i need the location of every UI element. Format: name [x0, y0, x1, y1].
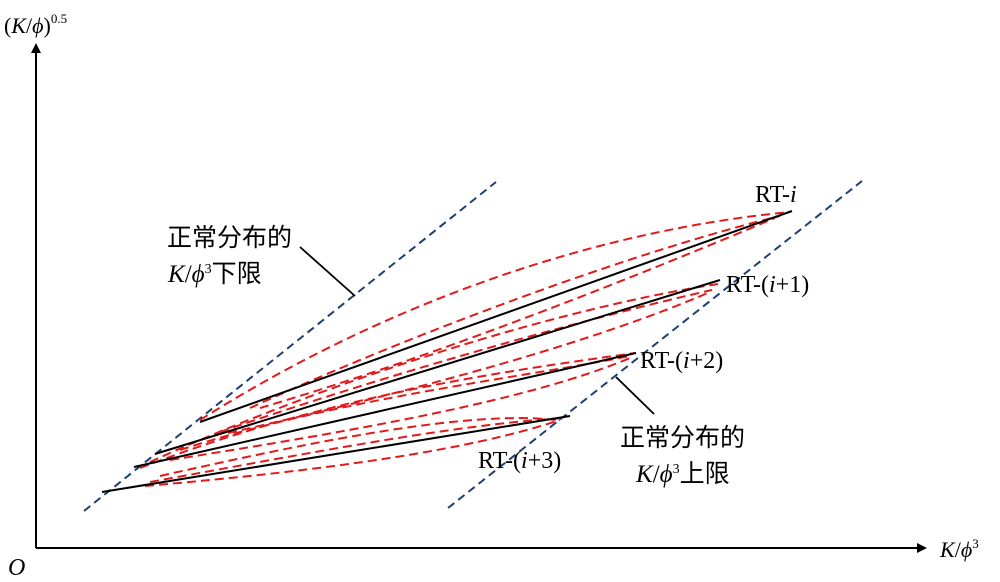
trend-line-rt-i — [199, 210, 793, 423]
upper-bound-label-line2: K/ϕ3上限 — [635, 459, 730, 488]
trend-lines — [101, 210, 793, 493]
envelope-rt-i2-a — [139, 352, 636, 469]
envelope-rt-i1-a — [149, 283, 719, 463]
envelope-rt-i1-c — [227, 291, 711, 434]
lower-bound-label-line2: K/ϕ3下限 — [167, 259, 262, 288]
origin-label: O — [8, 555, 25, 581]
envelope-rt-i3-c — [159, 417, 557, 477]
envelope-rt-i-b — [249, 215, 781, 409]
series-label-rt-i1: RT-(i+1) — [726, 272, 809, 298]
lower-bound-line — [83, 181, 497, 512]
series-label-rt-i: RT-i — [755, 182, 797, 208]
x-axis-label: K/ϕ3 — [939, 536, 979, 562]
envelope-rt-i3-b — [144, 419, 561, 487]
upper-bound-leader — [615, 376, 655, 415]
trend-line-rt-i3 — [101, 415, 571, 493]
series-label-rt-i2: RT-(i+2) — [640, 348, 723, 374]
lower-bound-leader — [299, 246, 356, 297]
upper-bound-label-line1: 正常分布的 — [620, 423, 745, 452]
envelope-rt-i1-b — [219, 289, 713, 433]
envelope-rt-i3-a — [149, 417, 564, 483]
envelope-rt-i-a — [199, 211, 791, 421]
lower-bound-label-line1: 正常分布的 — [167, 223, 292, 252]
series-label-rt-i3: RT-(i+3) — [478, 448, 561, 474]
upper-bound-line — [447, 180, 863, 509]
y-axis-label: (K/ϕ)0.5 — [4, 11, 67, 38]
trend-line-rt-i2 — [133, 352, 637, 468]
trend-line-rt-i1 — [154, 279, 721, 455]
envelope-rt-i2-c — [169, 357, 631, 461]
envelope-rt-i-c — [259, 217, 776, 409]
